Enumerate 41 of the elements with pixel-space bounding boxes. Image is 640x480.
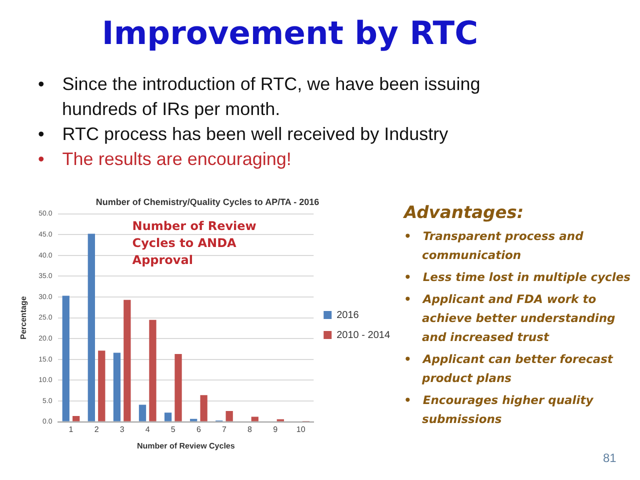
bar (88, 234, 95, 422)
bar (174, 354, 182, 422)
chart-subtitle: Number of Chemistry/Quality Cycles to AP/TA - 2016 (96, 196, 320, 207)
x-tick-label: 3 (120, 424, 125, 434)
y-axis-title: Percentage (19, 296, 28, 340)
x-tick-label: 9 (273, 424, 278, 434)
bar (72, 416, 80, 422)
text: • Less time lost in multiple cycles (404, 269, 632, 286)
text: • Encourages higher quality submissions (404, 392, 594, 428)
text: • Transparent process and communication (404, 228, 584, 264)
bar (226, 410, 233, 422)
bar (62, 296, 70, 422)
x-axis-title: Number of Review Cycles (137, 441, 236, 450)
bar (190, 418, 198, 422)
text: 81 (603, 451, 616, 465)
bar (200, 395, 208, 422)
legend-label: 2016 (336, 310, 360, 321)
x-tick-label: 1 (68, 424, 74, 434)
text: • The results are encouraging! (38, 148, 292, 171)
bar (124, 300, 131, 422)
x-tick-label: 7 (222, 424, 228, 434)
chart-title: Improvement by RTC (100, 14, 480, 52)
text: Advantages: (404, 203, 525, 223)
text: • RTC process has been well received by Industry (38, 123, 450, 146)
x-tick-label: 4 (145, 424, 150, 434)
text: • Applicant can better forecast product plans (404, 351, 614, 387)
x-tick-label: 6 (196, 424, 202, 434)
x-tick-label: 5 (170, 424, 176, 434)
bar (149, 320, 156, 422)
bar (164, 412, 172, 422)
x-tick-label: 2 (94, 424, 100, 434)
x-tick-label: 10 (296, 424, 306, 434)
legend-label: 2010 - 2014 (336, 330, 390, 341)
x-tick-label: 8 (248, 424, 253, 434)
bar (113, 352, 121, 422)
bar (251, 416, 258, 422)
annotation: Number of Review Cycles to ANDA Approval (132, 218, 256, 267)
text: • Applicant and FDA work to achieve better understanding and increased trust (404, 291, 616, 346)
text: • Since the introduction of RTC, we have been issuing hundreds of IRs per month. (38, 73, 482, 121)
bar (98, 350, 106, 422)
bar (138, 404, 146, 422)
